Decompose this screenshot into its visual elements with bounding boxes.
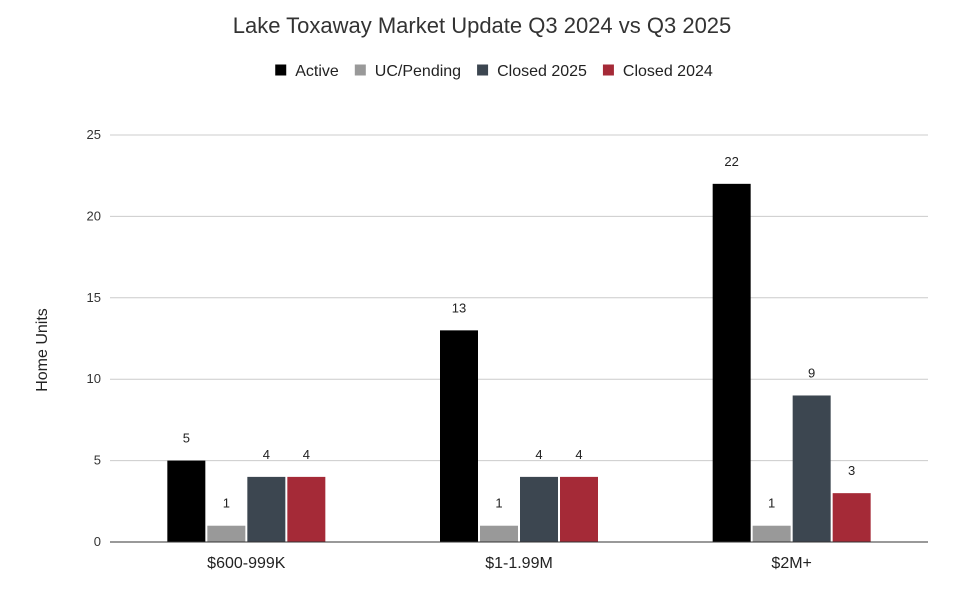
y-tick-label: 25 xyxy=(87,127,101,142)
bar xyxy=(832,493,871,542)
legend-swatch xyxy=(477,64,489,76)
x-category-label: $1-1.99M xyxy=(485,555,553,572)
legend-label: Closed 2024 xyxy=(623,63,713,80)
bars xyxy=(167,183,871,542)
data-label: 4 xyxy=(535,447,542,462)
bar xyxy=(167,460,206,542)
data-label: 3 xyxy=(848,463,855,478)
data-label: 1 xyxy=(223,496,230,511)
legend-swatch xyxy=(602,64,614,76)
data-label: 4 xyxy=(575,447,582,462)
bar xyxy=(440,330,478,542)
legend-label: UC/Pending xyxy=(375,63,461,80)
y-axis-ticks: 0 5 10 15 20 25 xyxy=(87,127,101,549)
bar xyxy=(560,476,598,542)
bar xyxy=(480,525,518,542)
legend: Active UC/Pending Closed 2025 Closed 2024 xyxy=(275,63,713,80)
x-category-label: $2M+ xyxy=(771,555,811,572)
legend-label: Closed 2025 xyxy=(497,63,587,80)
bar xyxy=(712,183,751,542)
legend-item: Closed 2024 xyxy=(602,63,713,80)
legend-swatch xyxy=(275,64,287,76)
y-tick-label: 20 xyxy=(87,208,101,223)
bar xyxy=(520,476,558,542)
data-label: 9 xyxy=(808,365,815,380)
data-label: 4 xyxy=(303,447,310,462)
x-category-label: $600-999K xyxy=(207,555,286,572)
legend-item: UC/Pending xyxy=(354,63,461,80)
x-axis-categories: $600-999K $1-1.99M $2M+ xyxy=(207,555,812,572)
y-tick-label: 10 xyxy=(87,371,101,386)
legend-swatch xyxy=(354,64,366,76)
data-label: 13 xyxy=(452,300,466,315)
bar xyxy=(752,525,791,542)
gridlines xyxy=(110,134,928,462)
bar xyxy=(247,476,286,542)
legend-item: Active xyxy=(275,63,339,80)
y-tick-label: 5 xyxy=(94,453,101,468)
bar xyxy=(792,395,831,542)
data-label: 1 xyxy=(768,496,775,511)
legend-item: Closed 2025 xyxy=(477,63,587,80)
data-label: 4 xyxy=(263,447,270,462)
y-axis-label: Home Units xyxy=(34,308,51,392)
data-labels: 5 1 4 4 13 1 4 4 22 1 9 3 xyxy=(183,154,856,511)
data-label: 1 xyxy=(495,496,502,511)
legend-label: Active xyxy=(295,63,339,80)
bar xyxy=(287,476,326,542)
chart-title: Lake Toxaway Market Update Q3 2024 vs Q3… xyxy=(233,13,732,38)
data-label: 5 xyxy=(183,431,190,446)
data-label: 22 xyxy=(724,154,738,169)
y-tick-label: 15 xyxy=(87,290,101,305)
y-tick-label: 0 xyxy=(94,534,101,549)
bar xyxy=(207,525,246,542)
